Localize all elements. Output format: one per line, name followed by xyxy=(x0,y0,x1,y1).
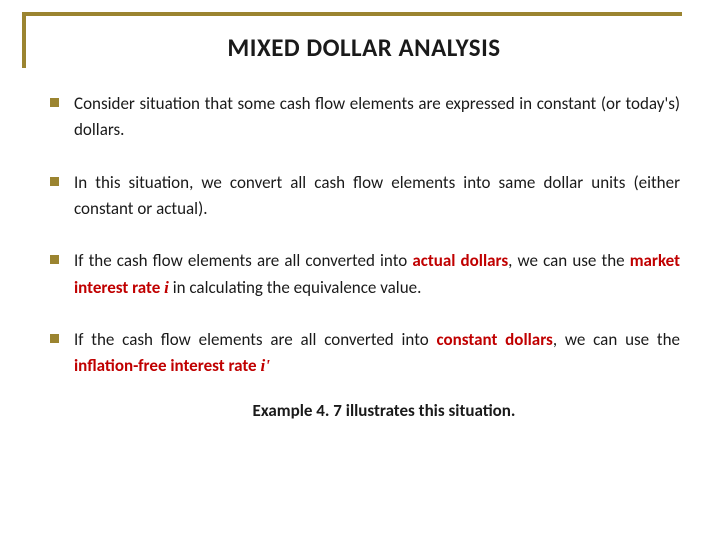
emphasis-text: inflation-free interest rate xyxy=(74,355,257,376)
bullet-item: Consider situation that some cash flow e… xyxy=(48,91,680,144)
bullet-text: In this situation, we convert all cash f… xyxy=(74,172,680,219)
bullet-text: , we can use the xyxy=(508,250,630,271)
bullet-text: in calculating the equivalence value. xyxy=(169,277,422,298)
variable-symbol: i' xyxy=(260,356,269,375)
bullet-item: If the cash flow elements are all conver… xyxy=(48,248,680,301)
bullet-item: In this situation, we convert all cash f… xyxy=(48,170,680,223)
bullet-text: If the cash flow elements are all conver… xyxy=(74,250,412,271)
emphasis-text: constant dollars xyxy=(437,329,553,350)
bullet-text: , we can use the xyxy=(553,329,680,350)
slide-title: MIXED DOLLAR ANALYSIS xyxy=(48,32,680,63)
bullet-text: If the cash flow elements are all conver… xyxy=(74,329,437,350)
example-reference: Example 4. 7 illustrates this situation. xyxy=(48,400,680,421)
bullet-text: Consider situation that some cash flow e… xyxy=(74,93,680,140)
emphasis-text: actual dollars xyxy=(412,250,508,271)
bullet-list: Consider situation that some cash flow e… xyxy=(48,91,680,380)
slide-body: MIXED DOLLAR ANALYSIS Consider situation… xyxy=(0,0,720,540)
bullet-item: If the cash flow elements are all conver… xyxy=(48,327,680,380)
